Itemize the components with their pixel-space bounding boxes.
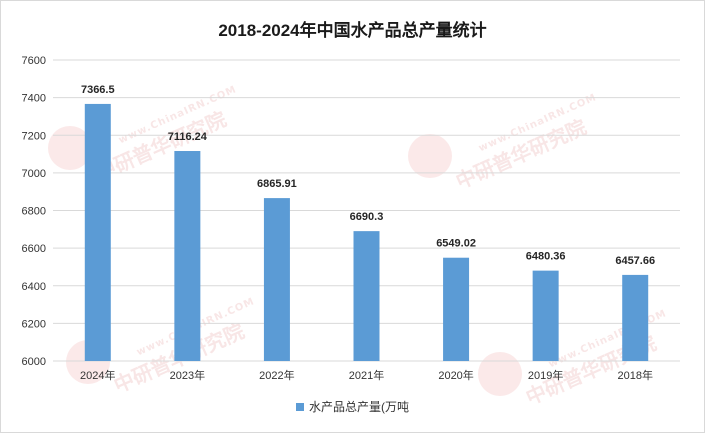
bar [263, 198, 290, 361]
y-tick-label: 7000 [22, 168, 46, 180]
data-label: 6457.66 [615, 255, 655, 267]
data-label: 6865.91 [257, 178, 297, 190]
x-tick-label: 2018年 [617, 368, 652, 382]
y-tick-label: 7400 [22, 93, 46, 105]
y-tick-label: 6800 [22, 206, 46, 218]
data-label: 6480.36 [526, 251, 566, 263]
bar [353, 231, 380, 361]
y-tick-label: 6000 [22, 356, 46, 368]
bar [443, 257, 470, 361]
x-tick-label: 2024年 [80, 368, 115, 382]
y-tick-label: 6400 [22, 281, 46, 293]
bar [532, 270, 559, 361]
y-tick-label: 7600 [22, 55, 46, 67]
bar [84, 103, 111, 361]
data-label: 6549.02 [436, 238, 476, 250]
x-tick-label: 2020年 [438, 368, 473, 382]
y-tick-label: 6600 [22, 243, 46, 255]
data-label: 6690.3 [350, 211, 384, 223]
legend-label: 水产品总产量(万吨 [309, 400, 409, 414]
y-tick-label: 6200 [22, 318, 46, 330]
x-tick-label: 2019年 [528, 368, 563, 382]
legend-swatch [296, 402, 304, 411]
x-tick-label: 2022年 [259, 368, 294, 382]
bar [174, 151, 201, 361]
data-label: 7366.5 [81, 84, 115, 96]
x-tick-label: 2023年 [170, 368, 205, 382]
legend: 水产品总产量(万吨 [0, 398, 705, 415]
chart-title: 2018-2024年中国水产品总产量统计 [218, 21, 487, 40]
data-label: 7116.24 [168, 131, 208, 143]
bar [622, 274, 649, 361]
x-tick-label: 2021年 [349, 368, 384, 382]
y-tick-label: 7200 [22, 130, 46, 142]
